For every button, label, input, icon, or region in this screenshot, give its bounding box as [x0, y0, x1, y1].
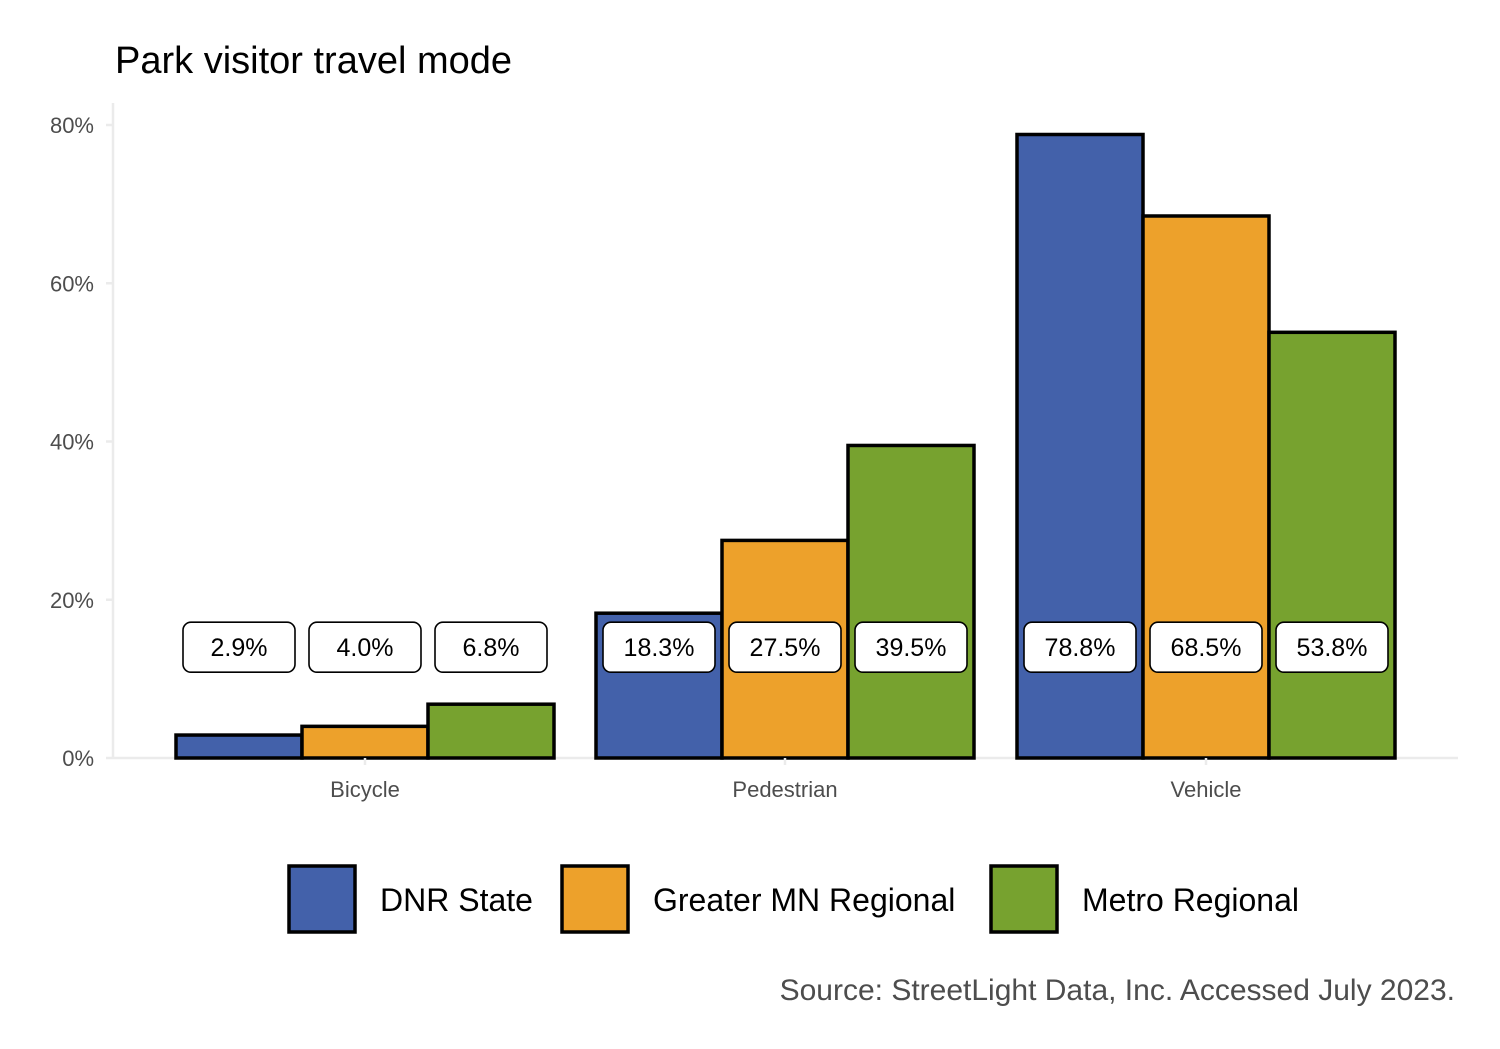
data-label: 68.5%	[1171, 634, 1242, 662]
source-caption: Source: StreetLight Data, Inc. Accessed …	[780, 974, 1455, 1007]
bar	[174, 733, 304, 760]
legend-key	[287, 864, 357, 934]
legend-key	[560, 864, 630, 934]
data-label: 27.5%	[750, 634, 821, 662]
data-label-box	[308, 621, 422, 674]
data-label: 78.8%	[1045, 634, 1116, 662]
data-label-box	[434, 621, 548, 674]
data-label-box	[182, 621, 296, 674]
y-tick-label: 0%	[62, 746, 94, 771]
data-label-box	[602, 621, 716, 674]
data-label: 18.3%	[624, 634, 695, 662]
legend-label: DNR State	[380, 882, 533, 918]
y-axis-ticks: 0% 20% 40% 60% 80%	[50, 113, 113, 771]
bar	[426, 702, 556, 760]
data-label: 53.8%	[1297, 634, 1368, 662]
data-label: 2.9%	[211, 634, 268, 662]
y-tick-label: 60%	[50, 271, 94, 296]
bar	[1141, 214, 1271, 760]
bar	[846, 443, 976, 760]
chart-title: Park visitor travel mode	[115, 40, 512, 82]
x-axis-ticks: Bicycle Pedestrian Vehicle	[330, 758, 1241, 802]
data-label: 4.0%	[337, 634, 394, 662]
legend-label: Metro Regional	[1082, 882, 1299, 918]
legend-label: Greater MN Regional	[653, 882, 955, 918]
data-label-box	[1275, 621, 1389, 674]
y-tick-label: 20%	[50, 588, 94, 613]
y-tick-label: 40%	[50, 430, 94, 455]
legend-key	[989, 864, 1059, 934]
data-label-box	[1023, 621, 1137, 674]
x-tick-label: Vehicle	[1171, 777, 1242, 802]
data-label: 6.8%	[463, 634, 520, 662]
data-label-box	[728, 621, 842, 674]
data-label-box	[854, 621, 968, 674]
bar	[300, 724, 430, 760]
x-tick-label: Pedestrian	[732, 777, 837, 802]
x-tick-label: Bicycle	[330, 777, 400, 802]
bar	[1267, 330, 1397, 760]
y-tick-label: 80%	[50, 113, 94, 138]
data-label-box	[1149, 621, 1263, 674]
data-labels: 2.9% 4.0% 6.8% 18.3% 27.5% 39.5% 78.8% 68.5% 53.…	[182, 621, 1389, 674]
data-label: 39.5%	[876, 634, 947, 662]
legend: DNR State Greater MN Regional Metro Region…	[287, 864, 1299, 934]
